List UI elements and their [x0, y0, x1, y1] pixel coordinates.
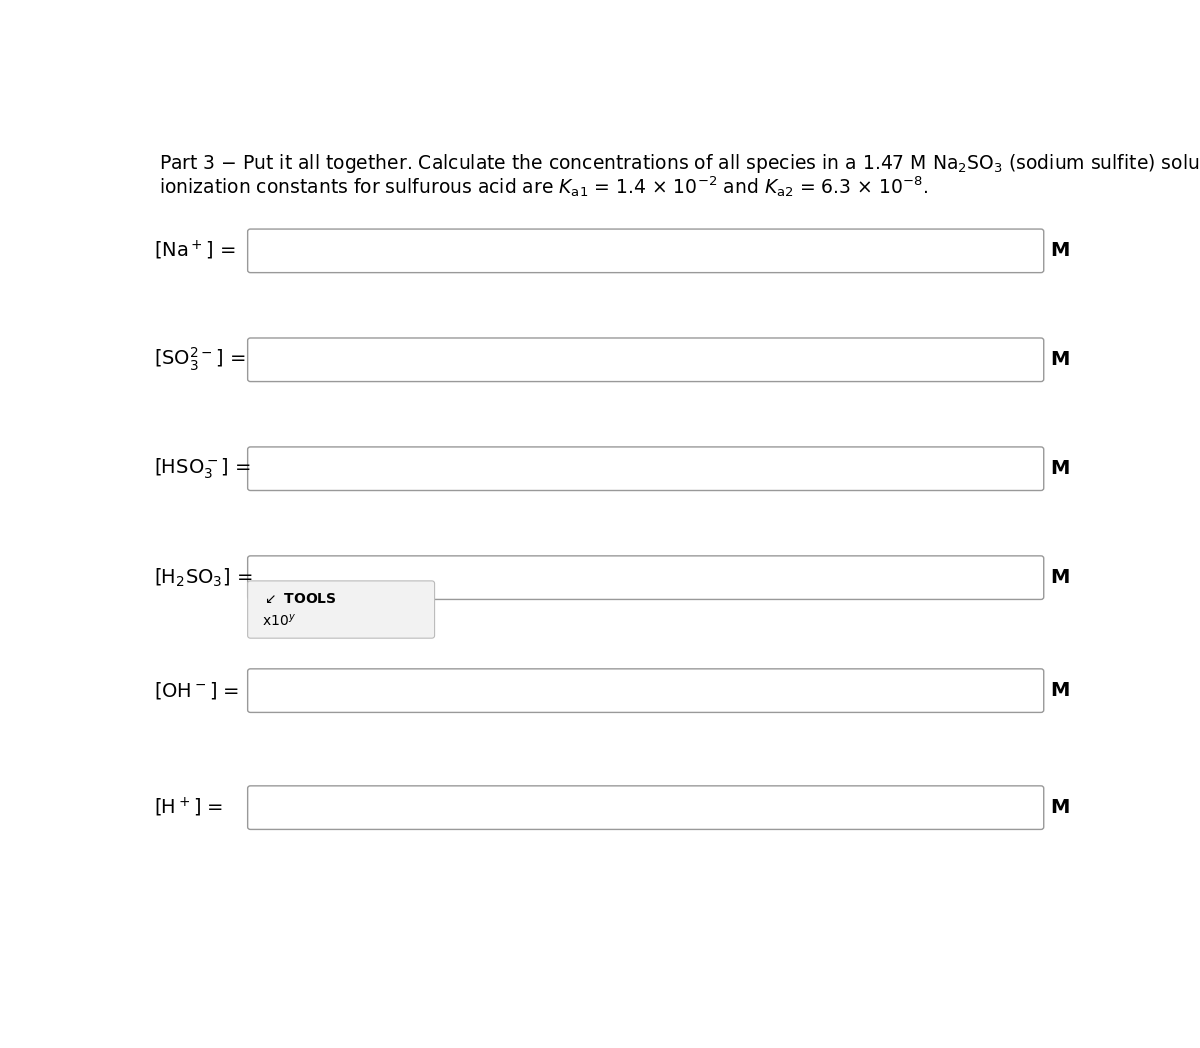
- FancyBboxPatch shape: [247, 339, 1044, 381]
- Text: [HSO$_3^-$] =: [HSO$_3^-$] =: [154, 457, 251, 481]
- Text: M: M: [1050, 459, 1069, 478]
- Text: [Na$^+$] =: [Na$^+$] =: [154, 239, 235, 262]
- Text: M: M: [1050, 350, 1069, 369]
- Text: [H$_2$SO$_3$] =: [H$_2$SO$_3$] =: [154, 567, 252, 589]
- Text: M: M: [1050, 241, 1069, 260]
- FancyBboxPatch shape: [247, 555, 1044, 599]
- FancyBboxPatch shape: [247, 669, 1044, 713]
- Text: x10$^y$: x10$^y$: [262, 613, 295, 629]
- FancyBboxPatch shape: [247, 786, 1044, 829]
- Text: [H$^+$] =: [H$^+$] =: [154, 796, 223, 820]
- Text: [SO$_3^{2-}$] =: [SO$_3^{2-}$] =: [154, 346, 246, 373]
- Text: M: M: [1050, 568, 1069, 587]
- FancyBboxPatch shape: [247, 581, 434, 638]
- Text: $\swarrow$ TOOLS: $\swarrow$ TOOLS: [262, 592, 336, 606]
- FancyBboxPatch shape: [247, 446, 1044, 490]
- Text: Part 3 $-$ Put it all together. Calculate the concentrations of all species in a: Part 3 $-$ Put it all together. Calculat…: [160, 152, 1200, 175]
- FancyBboxPatch shape: [247, 230, 1044, 272]
- Text: [OH$^-$] =: [OH$^-$] =: [154, 680, 239, 701]
- Text: M: M: [1050, 681, 1069, 700]
- Text: ionization constants for sulfurous acid are $K_{\rm a1}$ = 1.4 $\times$ 10$^{-2}: ionization constants for sulfurous acid …: [160, 174, 929, 199]
- Text: M: M: [1050, 799, 1069, 817]
